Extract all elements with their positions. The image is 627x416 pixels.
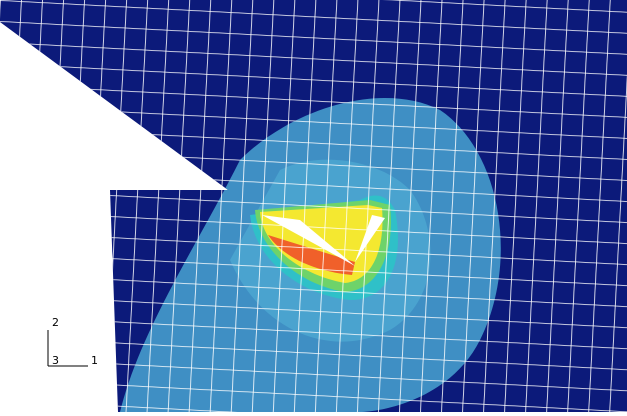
triad-label: 3 bbox=[52, 354, 59, 367]
triad-label: 2 bbox=[52, 316, 59, 329]
triad-label: 1 bbox=[91, 354, 98, 367]
crack-tip bbox=[355, 215, 385, 262]
crack-notch bbox=[262, 215, 355, 266]
axis-triad: 2 3 1 bbox=[47, 316, 98, 367]
